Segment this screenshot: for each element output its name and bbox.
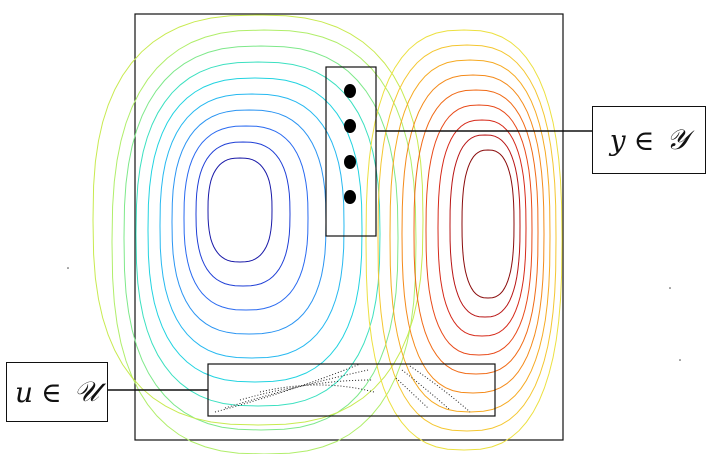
sensor-point bbox=[344, 155, 356, 169]
left-contour-line bbox=[135, 61, 381, 407]
right-contour-line bbox=[401, 74, 545, 394]
sensor-points bbox=[344, 84, 356, 204]
sensor-point bbox=[344, 190, 356, 204]
left-contour-line bbox=[183, 125, 309, 311]
left-contour-line bbox=[171, 109, 327, 335]
left-contour-line bbox=[195, 141, 291, 287]
sensor-point bbox=[344, 119, 356, 133]
right-contour-line bbox=[389, 59, 551, 413]
right-contour-line bbox=[461, 149, 515, 299]
bottom-dotted-contours bbox=[214, 363, 471, 413]
sensor-region bbox=[325, 66, 377, 237]
right-contour-line bbox=[425, 104, 533, 356]
right-contour-line bbox=[413, 89, 539, 375]
right-contour-line bbox=[437, 119, 527, 337]
dotted-contour-line bbox=[239, 379, 373, 401]
right-contour-line bbox=[365, 29, 563, 451]
speck bbox=[679, 359, 681, 361]
dotted-contour-line bbox=[401, 369, 451, 411]
dotted-contour-line bbox=[395, 377, 429, 409]
left-contour-line bbox=[92, 14, 424, 426]
input-variable: u bbox=[15, 375, 34, 409]
right-contour-line bbox=[377, 44, 557, 432]
dotted-contour-line bbox=[214, 363, 361, 413]
output-variable: y bbox=[609, 123, 626, 157]
sensor-point bbox=[344, 84, 356, 98]
left-contour-line bbox=[147, 77, 363, 383]
output-label-box: y ∈ 𝒴 bbox=[592, 106, 706, 174]
speck bbox=[669, 287, 671, 289]
left-contour-line bbox=[123, 45, 399, 431]
input-label-box: u ∈ 𝒰 bbox=[6, 362, 108, 422]
element-of-symbol: ∈ bbox=[633, 123, 655, 157]
left-contour-line bbox=[159, 93, 345, 359]
domain-boundary bbox=[134, 13, 564, 441]
left-contour-line bbox=[207, 157, 273, 263]
dotted-contour-line bbox=[259, 384, 375, 393]
left-vortex-contours bbox=[92, 14, 424, 454]
element-of-symbol: ∈ bbox=[41, 375, 62, 409]
left-contour-line bbox=[111, 29, 417, 454]
input-set: 𝒰 bbox=[73, 375, 99, 408]
right-vortex-contours bbox=[365, 29, 563, 451]
output-set: 𝒴 bbox=[666, 123, 689, 156]
speck bbox=[67, 267, 69, 269]
dotted-contour-line bbox=[409, 365, 471, 413]
right-contour-line bbox=[449, 134, 521, 318]
